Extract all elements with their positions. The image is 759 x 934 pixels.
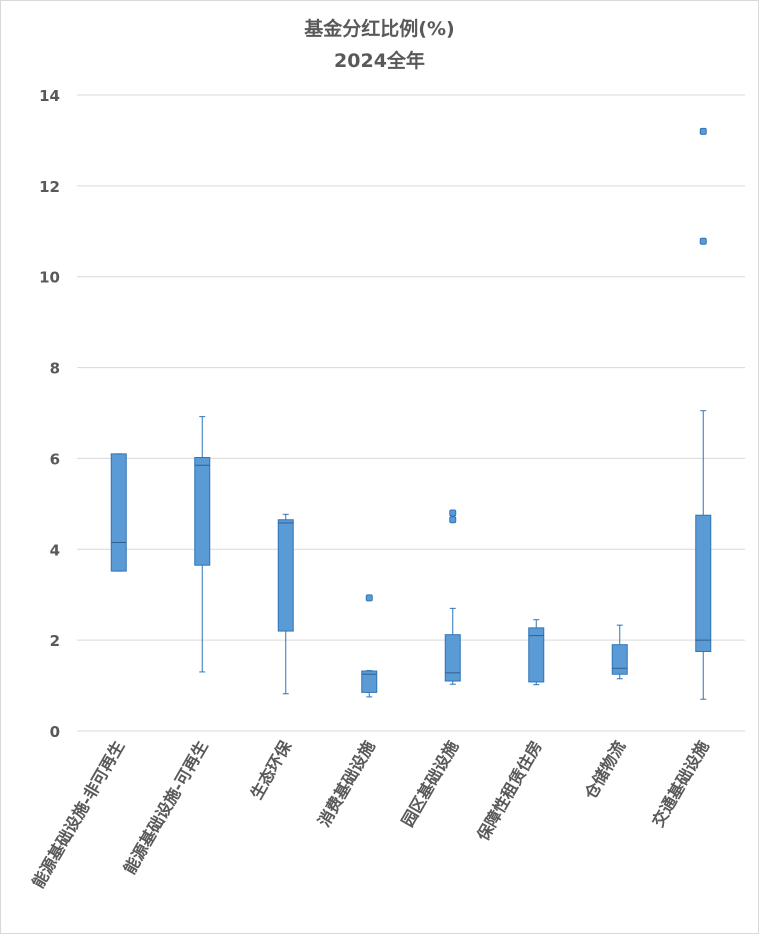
box — [695, 514, 712, 653]
y-tick-label: 8 — [50, 360, 60, 378]
outlier-point — [449, 509, 457, 517]
y-tick-label: 10 — [39, 269, 60, 287]
x-category-label: 保障性租赁住房 — [473, 738, 546, 845]
y-tick-label: 12 — [39, 178, 60, 196]
box — [361, 670, 378, 693]
box — [110, 453, 127, 572]
y-tick-label: 4 — [50, 541, 60, 559]
x-category-label: 能源基础设施-非可再生 — [28, 738, 128, 892]
outlier-point — [699, 127, 707, 135]
box — [528, 627, 545, 683]
x-category-label: 生态环保 — [247, 737, 296, 803]
outlier-point — [699, 237, 707, 245]
box — [194, 457, 211, 566]
chart-title: 基金分红比例(%) — [304, 18, 455, 40]
x-category-label: 交通基础设施 — [648, 738, 712, 831]
x-category-label: 能源基础设施-可再生 — [120, 738, 212, 878]
box — [277, 519, 294, 632]
x-category-label: 消费基础设施 — [314, 738, 378, 831]
box — [611, 644, 628, 675]
chart-subtitle: 2024全年 — [334, 50, 425, 72]
y-tick-label: 0 — [50, 723, 60, 741]
y-tick-label: 14 — [39, 87, 60, 105]
outlier-point — [449, 516, 457, 524]
outlier-point — [365, 594, 373, 602]
y-tick-label: 2 — [50, 632, 60, 650]
box — [444, 634, 461, 682]
x-category-label: 仓储物流 — [580, 738, 629, 804]
x-category-label: 园区基础设施 — [398, 738, 462, 831]
y-tick-label: 6 — [50, 450, 60, 468]
